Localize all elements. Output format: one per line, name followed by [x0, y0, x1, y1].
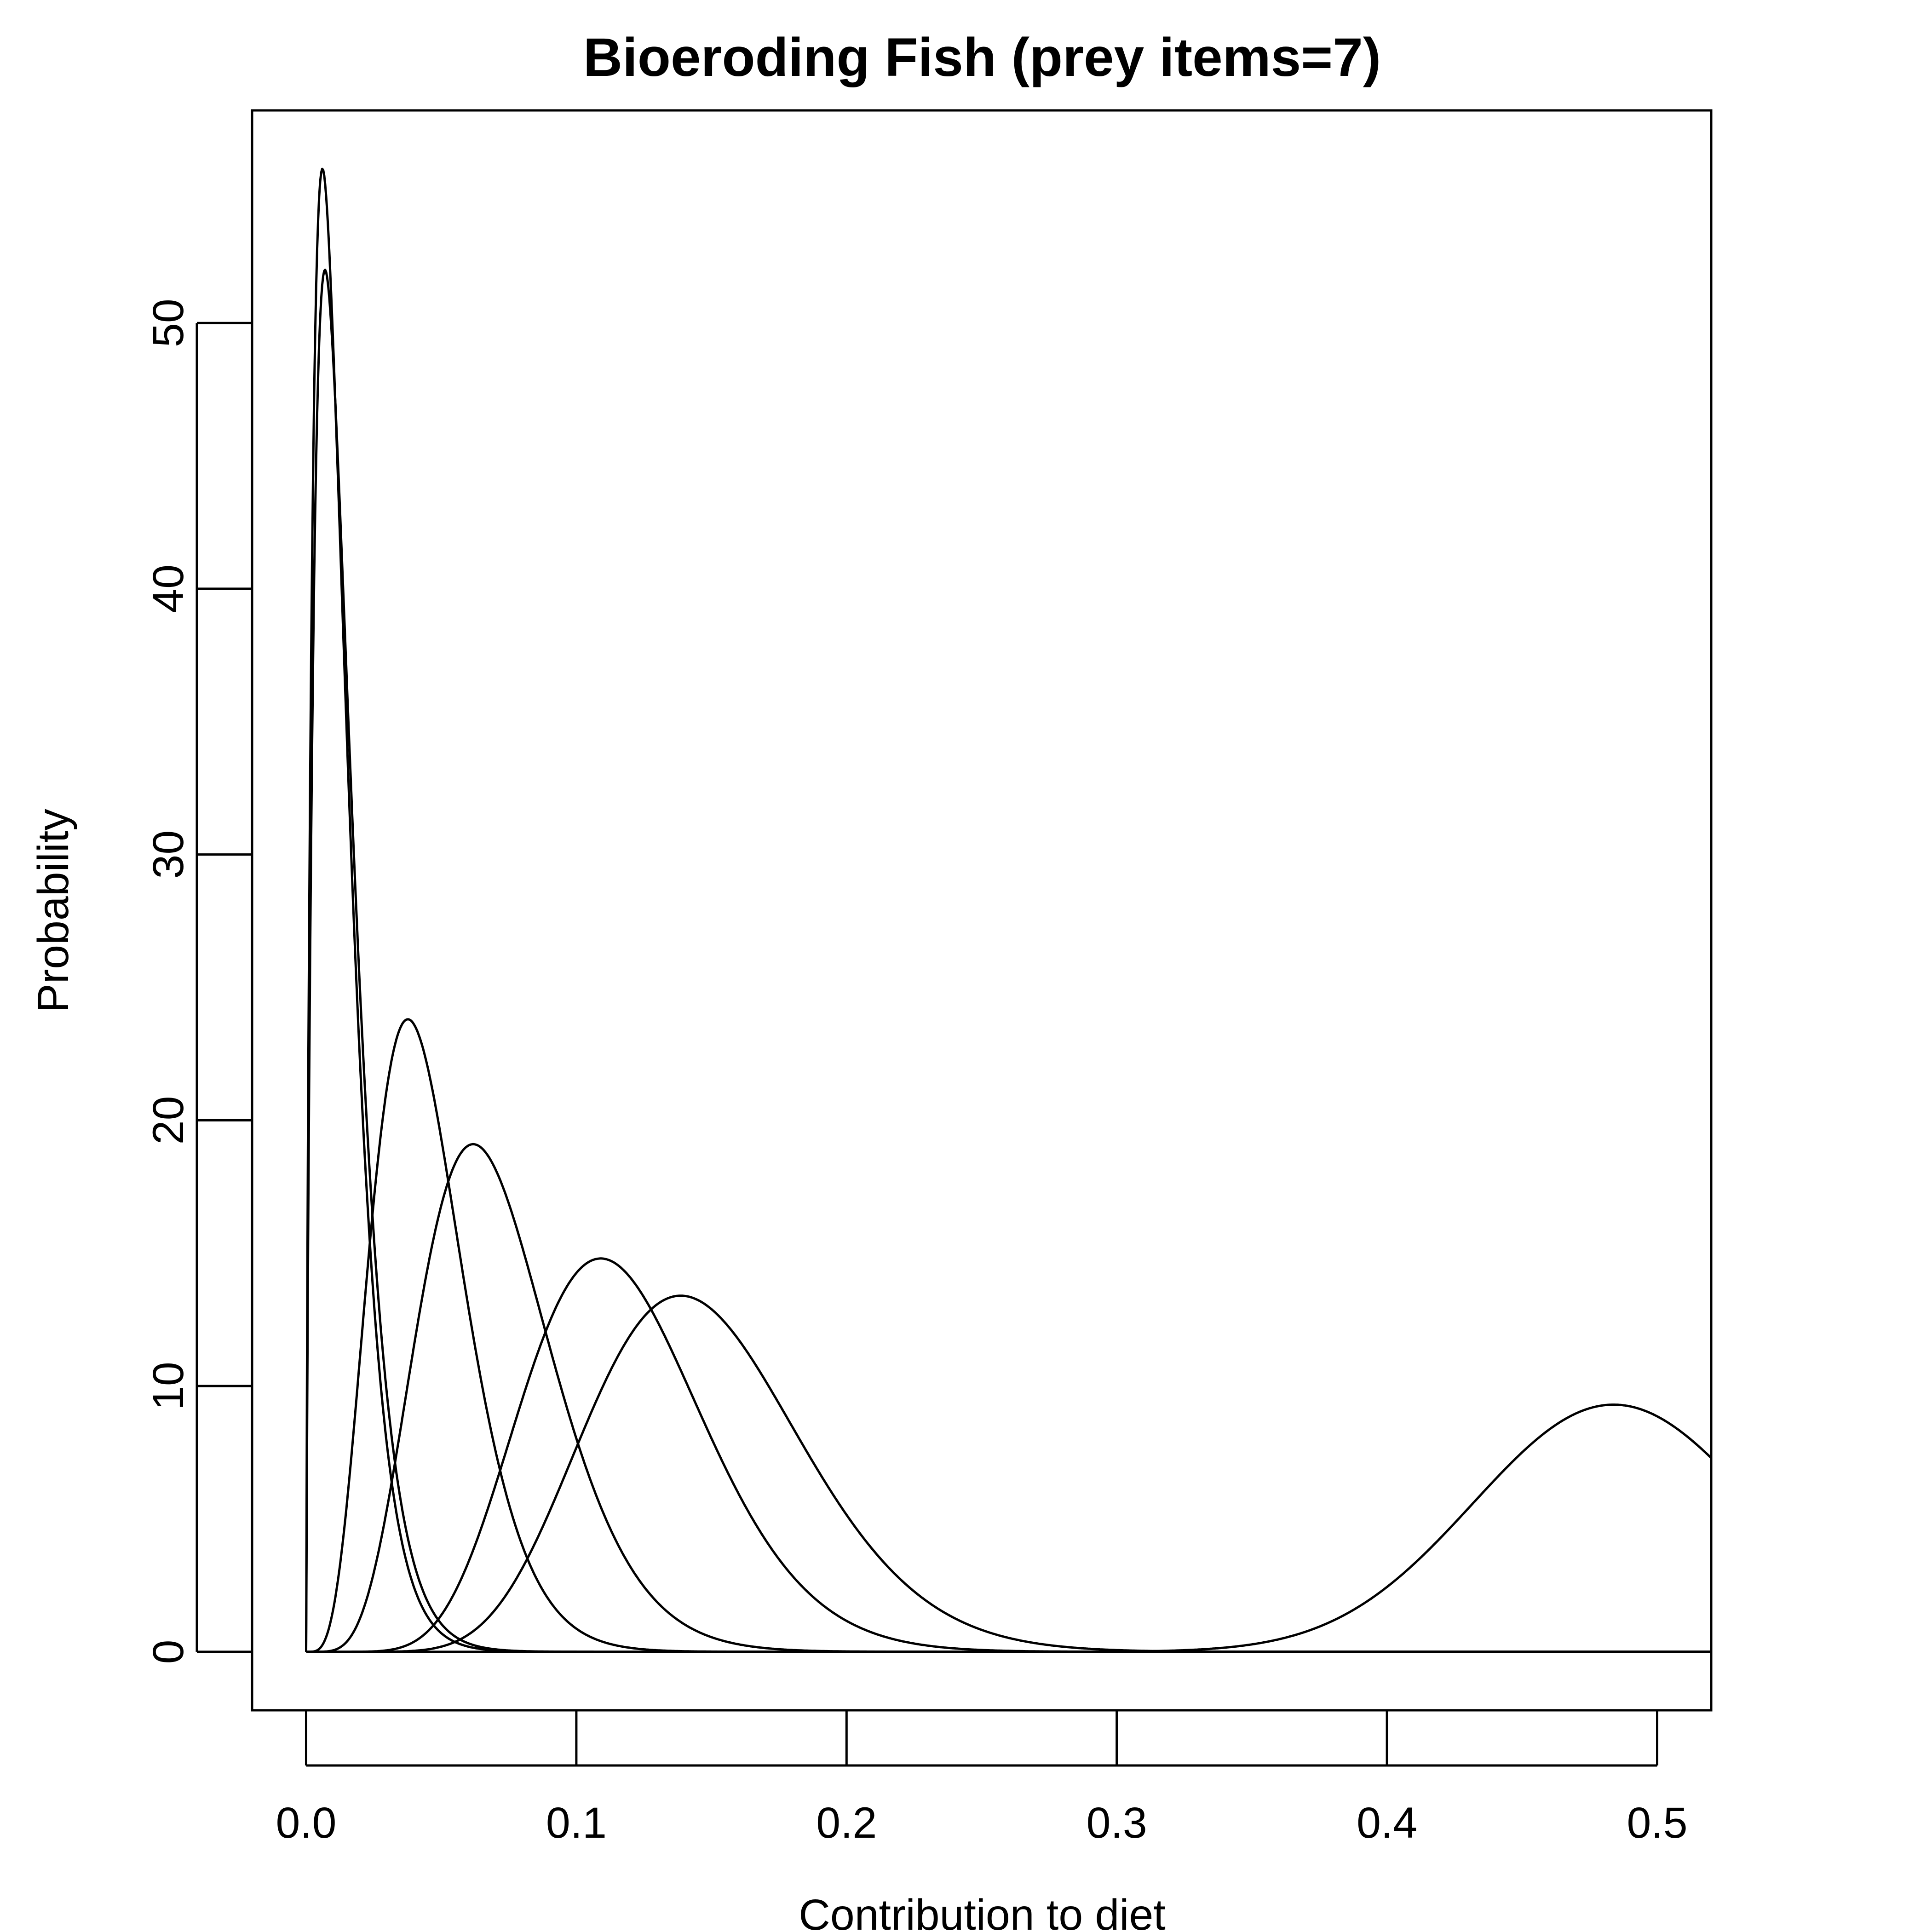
x-tick-label: 0.0 [276, 1799, 336, 1847]
x-tick-label: 0.2 [816, 1799, 877, 1847]
series-line-7 [306, 1403, 1711, 1653]
series-line-6 [306, 1294, 1711, 1653]
y-tick-label: 50 [144, 299, 193, 347]
x-tick-label: 0.5 [1627, 1799, 1687, 1847]
plot-area [305, 167, 1711, 1653]
x-axis: 0.0 0.1 0.2 0.3 0.4 0.5 [276, 1710, 1688, 1847]
x-tick-label: 0.3 [1087, 1799, 1147, 1847]
y-tick-label: 40 [144, 564, 193, 613]
x-axis-label: Contribution to diet [799, 1891, 1165, 1932]
y-tick-label: 20 [144, 1096, 193, 1145]
series-group [305, 167, 1711, 1653]
chart-title: Bioeroding Fish (prey items=7) [583, 27, 1381, 88]
y-tick-label: 10 [144, 1362, 193, 1410]
x-tick-label: 0.4 [1357, 1799, 1417, 1847]
x-tick-label: 0.1 [546, 1799, 607, 1847]
y-axis-label: Probability [29, 809, 78, 1013]
y-tick-label: 30 [144, 830, 193, 879]
y-axis: 0 10 20 30 40 50 [144, 299, 252, 1664]
y-tick-label: 0 [144, 1639, 193, 1664]
plot-frame [251, 109, 1713, 1712]
